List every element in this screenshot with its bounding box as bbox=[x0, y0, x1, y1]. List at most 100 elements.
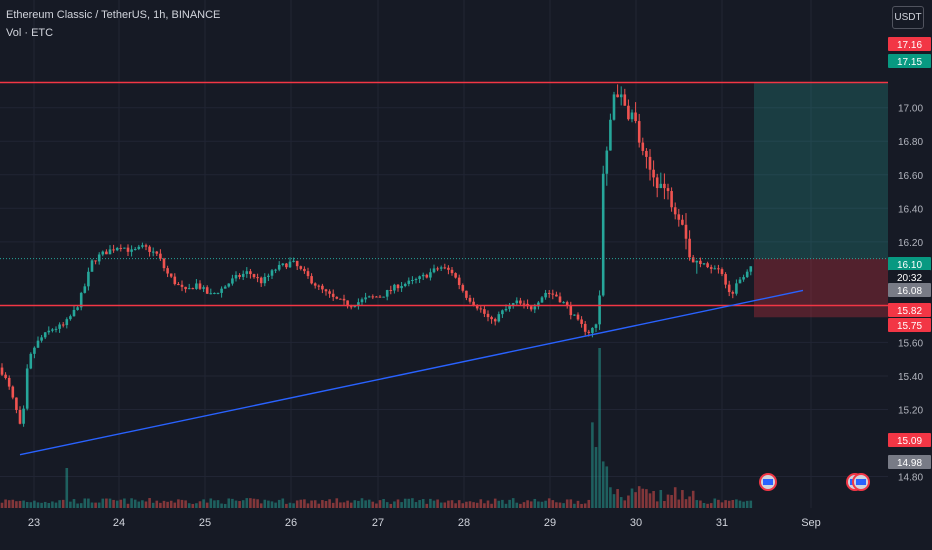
candle-body[interactable] bbox=[630, 112, 634, 120]
candle-body[interactable] bbox=[540, 297, 544, 303]
candle-body[interactable] bbox=[51, 329, 54, 331]
candle-body[interactable] bbox=[7, 377, 11, 387]
candle-body[interactable] bbox=[115, 247, 119, 251]
candle-body[interactable] bbox=[637, 121, 641, 143]
candle-body[interactable] bbox=[645, 150, 648, 157]
candle-body[interactable] bbox=[367, 296, 371, 298]
candle-body[interactable] bbox=[465, 290, 468, 298]
candle-body[interactable] bbox=[259, 277, 263, 284]
candle-body[interactable] bbox=[652, 169, 655, 178]
candle-body[interactable] bbox=[609, 119, 612, 151]
candle-body[interactable] bbox=[198, 283, 202, 289]
candle-body[interactable] bbox=[267, 275, 270, 277]
candle-body[interactable] bbox=[533, 306, 537, 310]
candle-body[interactable] bbox=[731, 292, 735, 294]
candle-body[interactable] bbox=[706, 263, 709, 268]
candle-body[interactable] bbox=[562, 302, 565, 304]
candle-body[interactable] bbox=[601, 173, 605, 296]
candle-body[interactable] bbox=[421, 274, 425, 277]
candle-body[interactable] bbox=[375, 296, 378, 298]
candle-body[interactable] bbox=[313, 283, 317, 286]
candle-body[interactable] bbox=[137, 246, 141, 249]
candle-body[interactable] bbox=[605, 150, 609, 174]
candle-body[interactable] bbox=[205, 287, 209, 294]
candle-body[interactable] bbox=[274, 269, 277, 271]
candle-body[interactable] bbox=[414, 279, 418, 281]
candle-body[interactable] bbox=[357, 302, 360, 307]
candle-body[interactable] bbox=[72, 309, 76, 317]
candle-body[interactable] bbox=[457, 277, 461, 286]
candle-body[interactable] bbox=[69, 316, 72, 320]
candle-body[interactable] bbox=[673, 207, 677, 215]
candle-body[interactable] bbox=[483, 309, 486, 314]
candle-body[interactable] bbox=[411, 279, 414, 281]
candle-body[interactable] bbox=[47, 330, 51, 333]
candle-body[interactable] bbox=[310, 276, 313, 284]
candle-body[interactable] bbox=[393, 284, 396, 291]
candle-body[interactable] bbox=[529, 306, 533, 310]
candle-body[interactable] bbox=[234, 275, 238, 279]
candle-body[interactable] bbox=[619, 94, 623, 98]
candle-body[interactable] bbox=[749, 266, 753, 272]
candle-body[interactable] bbox=[382, 296, 385, 298]
candle-body[interactable] bbox=[587, 331, 591, 333]
candle-body[interactable] bbox=[220, 288, 223, 293]
candle-body[interactable] bbox=[360, 299, 364, 303]
trendline[interactable] bbox=[19, 289, 804, 456]
candle-body[interactable] bbox=[472, 301, 475, 306]
candle-body[interactable] bbox=[515, 300, 519, 304]
candle-body[interactable] bbox=[162, 258, 166, 269]
candle-body[interactable] bbox=[292, 260, 295, 262]
candle-body[interactable] bbox=[263, 276, 267, 284]
candle-body[interactable] bbox=[681, 219, 684, 225]
candle-body[interactable] bbox=[648, 156, 652, 170]
candle-body[interactable] bbox=[339, 298, 342, 300]
candle-body[interactable] bbox=[450, 269, 454, 274]
candle-body[interactable] bbox=[331, 293, 335, 297]
candle-body[interactable] bbox=[565, 302, 569, 306]
candle-body[interactable] bbox=[612, 94, 616, 120]
candle-body[interactable] bbox=[475, 305, 479, 309]
candle-body[interactable] bbox=[371, 296, 375, 298]
candle-body[interactable] bbox=[108, 249, 112, 255]
candle-body[interactable] bbox=[105, 251, 108, 255]
candle-body[interactable] bbox=[569, 305, 573, 316]
candle-body[interactable] bbox=[576, 314, 580, 320]
candle-body[interactable] bbox=[83, 286, 87, 293]
candle-body[interactable] bbox=[180, 284, 184, 287]
candle-body[interactable] bbox=[504, 308, 508, 311]
candle-body[interactable] bbox=[184, 286, 187, 290]
candle-body[interactable] bbox=[40, 337, 43, 341]
candle-body[interactable] bbox=[216, 292, 220, 294]
candle-body[interactable] bbox=[490, 317, 493, 320]
candle-body[interactable] bbox=[432, 268, 436, 273]
candle-body[interactable] bbox=[245, 271, 249, 274]
candle-body[interactable] bbox=[511, 303, 515, 306]
candle-body[interactable] bbox=[738, 279, 742, 284]
candle-body[interactable] bbox=[335, 296, 339, 299]
candle-body[interactable] bbox=[724, 274, 727, 285]
candle-body[interactable] bbox=[616, 94, 619, 98]
candle-body[interactable] bbox=[238, 275, 241, 277]
candle-body[interactable] bbox=[281, 263, 285, 265]
candle-body[interactable] bbox=[202, 287, 205, 289]
candle-body[interactable] bbox=[33, 347, 36, 354]
candle-body[interactable] bbox=[486, 313, 490, 318]
candle-body[interactable] bbox=[468, 297, 472, 302]
plot-area[interactable] bbox=[0, 0, 888, 508]
candle-body[interactable] bbox=[101, 251, 105, 255]
candle-body[interactable] bbox=[141, 245, 144, 247]
candle-body[interactable] bbox=[65, 319, 69, 326]
candle-body[interactable] bbox=[745, 271, 749, 278]
candle-body[interactable] bbox=[213, 292, 216, 294]
candle-body[interactable] bbox=[285, 263, 288, 268]
candle-body[interactable] bbox=[231, 278, 234, 284]
candle-body[interactable] bbox=[663, 183, 666, 189]
candle-body[interactable] bbox=[709, 267, 713, 269]
candle-body[interactable] bbox=[702, 263, 706, 265]
candle-body[interactable] bbox=[447, 267, 450, 270]
candle-body[interactable] bbox=[717, 268, 720, 270]
candle-body[interactable] bbox=[407, 280, 411, 284]
candle-body[interactable] bbox=[133, 248, 137, 250]
candle-body[interactable] bbox=[623, 94, 627, 106]
